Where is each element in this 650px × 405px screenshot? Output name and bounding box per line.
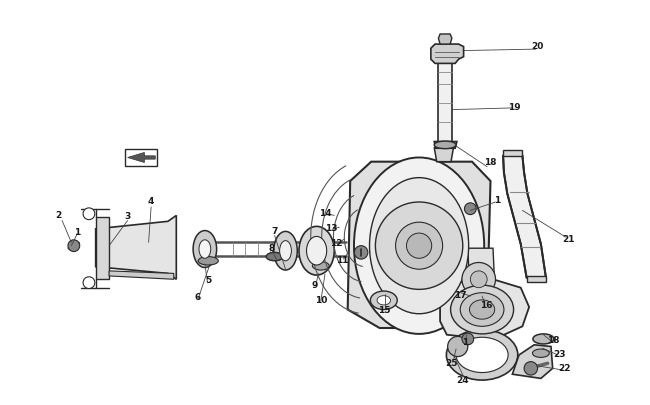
Polygon shape — [438, 35, 452, 45]
Polygon shape — [431, 45, 463, 64]
Ellipse shape — [533, 334, 554, 344]
Text: 1: 1 — [494, 196, 500, 205]
Text: 18: 18 — [484, 158, 497, 167]
Circle shape — [68, 240, 80, 252]
Polygon shape — [348, 162, 491, 328]
Text: 11: 11 — [337, 255, 349, 264]
Ellipse shape — [299, 227, 334, 275]
Text: 24: 24 — [456, 375, 469, 384]
Ellipse shape — [532, 349, 549, 358]
Ellipse shape — [354, 158, 484, 334]
Text: 20: 20 — [531, 42, 543, 51]
Circle shape — [376, 202, 463, 290]
Text: 9: 9 — [312, 280, 318, 289]
Circle shape — [396, 223, 443, 270]
Polygon shape — [468, 249, 495, 303]
Ellipse shape — [198, 257, 218, 265]
Text: 17: 17 — [454, 290, 467, 299]
Ellipse shape — [456, 337, 508, 373]
Ellipse shape — [369, 178, 469, 314]
Circle shape — [462, 263, 495, 296]
Text: 5: 5 — [205, 275, 211, 284]
Text: 7: 7 — [272, 226, 278, 235]
Polygon shape — [434, 148, 454, 162]
Ellipse shape — [447, 330, 518, 380]
Polygon shape — [512, 345, 552, 379]
Text: 10: 10 — [315, 295, 327, 304]
Ellipse shape — [370, 291, 397, 310]
Text: 2: 2 — [56, 211, 62, 220]
Text: 21: 21 — [562, 235, 575, 244]
Circle shape — [354, 246, 368, 260]
Text: 19: 19 — [508, 102, 520, 111]
Ellipse shape — [280, 241, 291, 261]
Circle shape — [83, 208, 95, 220]
Polygon shape — [440, 279, 529, 340]
Text: 18: 18 — [547, 335, 560, 344]
Text: 6: 6 — [194, 292, 200, 301]
Polygon shape — [438, 64, 452, 142]
Ellipse shape — [460, 293, 504, 326]
Polygon shape — [503, 151, 523, 156]
Circle shape — [471, 271, 487, 288]
Text: 3: 3 — [124, 211, 131, 220]
Text: 8: 8 — [268, 243, 274, 252]
Ellipse shape — [199, 240, 211, 259]
Polygon shape — [434, 142, 457, 149]
Ellipse shape — [193, 231, 216, 268]
Polygon shape — [109, 271, 174, 279]
Text: 22: 22 — [558, 363, 571, 372]
Text: 13: 13 — [326, 223, 338, 232]
Text: 15: 15 — [378, 305, 391, 314]
Polygon shape — [96, 217, 109, 279]
Ellipse shape — [377, 296, 391, 305]
Polygon shape — [127, 153, 155, 163]
Polygon shape — [526, 276, 546, 282]
Circle shape — [465, 203, 476, 215]
Circle shape — [448, 337, 468, 357]
Circle shape — [462, 333, 474, 345]
Text: 1: 1 — [74, 227, 81, 237]
Ellipse shape — [274, 232, 297, 271]
Text: 4: 4 — [148, 196, 154, 205]
Ellipse shape — [313, 262, 329, 271]
Ellipse shape — [266, 253, 283, 261]
Circle shape — [524, 362, 538, 375]
Circle shape — [406, 234, 432, 259]
Text: 14: 14 — [320, 208, 332, 217]
Ellipse shape — [450, 286, 514, 334]
Text: 23: 23 — [553, 349, 566, 358]
Text: 12: 12 — [330, 238, 343, 247]
Text: 16: 16 — [480, 300, 493, 309]
Polygon shape — [96, 216, 176, 279]
Ellipse shape — [434, 142, 456, 149]
Circle shape — [83, 277, 95, 289]
Ellipse shape — [307, 237, 327, 265]
Ellipse shape — [469, 300, 495, 320]
Text: 1: 1 — [462, 337, 469, 346]
Polygon shape — [503, 156, 546, 278]
Text: 25: 25 — [446, 358, 458, 367]
